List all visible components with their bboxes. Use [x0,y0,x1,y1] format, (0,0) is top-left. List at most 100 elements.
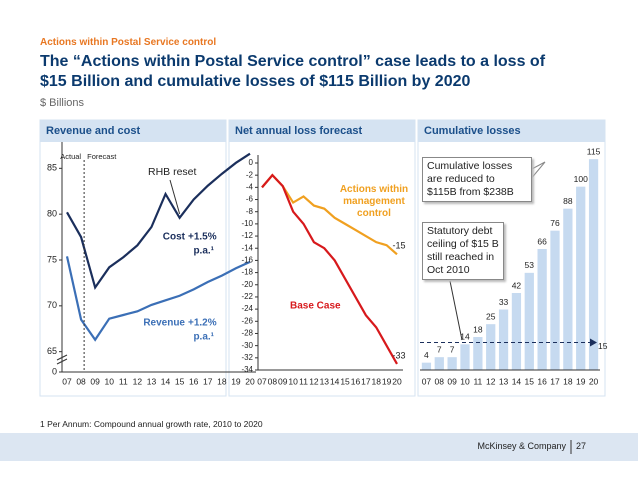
x-tick-label: 09 [278,376,288,386]
panel-header [40,120,226,142]
y-tick-label: -10 [241,219,253,228]
panel [228,119,416,397]
growth-label: p.a.¹ [193,246,214,257]
y-tick-label: 85 [47,163,57,173]
y-tick-label: -4 [246,182,254,191]
x-tick-label: 11 [119,376,128,386]
panel-title: Revenue and cost [46,125,140,137]
value-label: 18 [473,324,483,334]
x-tick-label: 07 [422,376,432,386]
y-tick-label: 0 [249,158,254,167]
title: The “Actions within Postal Service contr… [40,53,546,90]
value-label: 66 [537,236,547,246]
period-label: Actual [60,152,81,161]
value-label: 4 [424,350,429,360]
bar [447,357,457,370]
value-label: 33 [499,297,509,307]
x-tick-label: 11 [299,376,308,386]
x-tick-label: 15 [525,376,535,386]
x-tick-label: 12 [309,376,319,386]
x-tick-label: 15 [340,376,350,386]
series-label: Actions within management control [339,184,409,219]
y-tick-label: -12 [241,231,253,240]
bar [563,208,573,370]
line-series [261,173,398,365]
value-label: 25 [486,311,496,321]
line-series [65,256,251,342]
y-tick-label: -2 [246,170,254,179]
growth-label: +1.5% [188,232,217,243]
value-label: 88 [563,196,573,206]
x-tick-label: 17 [203,376,213,386]
x-tick-label: 09 [447,376,457,386]
value-label: 7 [450,344,455,354]
x-tick-label: 16 [537,376,547,386]
value-label: 42 [512,280,522,290]
y-tick-label: 0 [52,366,57,376]
x-tick-label: 07 [62,376,72,386]
y-tick-label: 65 [47,346,57,356]
x-tick-label: 16 [351,376,361,386]
panel-header [229,120,415,142]
x-tick-label: 13 [147,376,157,386]
growth-label: p.a.¹ [193,332,214,343]
footer-page: 27 [576,441,587,451]
bar [498,309,509,370]
x-tick-label: 10 [460,376,470,386]
bar [524,272,534,370]
callout-leader [449,280,463,341]
x-tick-label: 11 [473,376,482,386]
series-label: Revenue [143,318,185,329]
y-tick-label: -34 [241,365,253,374]
x-tick-label: 13 [320,376,330,386]
x-tick-label: 17 [361,376,371,386]
y-tick-label: 70 [47,300,57,310]
bar [511,293,522,370]
value-label: -15 [392,241,405,251]
x-tick-label: 14 [512,376,522,386]
x-tick-label: 08 [268,376,278,386]
panel-title: Net annual loss forecast [235,125,362,137]
x-tick-label: 15 [175,376,185,386]
y-tick-label: -32 [241,353,253,362]
x-tick-label: 07 [257,376,267,386]
panel [39,119,227,397]
value-label: -33 [392,350,405,360]
bar [588,159,599,370]
y-tick-label: -30 [241,341,253,350]
y-tick-label: -18 [241,268,253,277]
y-tick-label: -14 [241,243,253,252]
bar [434,357,444,370]
x-tick-label: 13 [499,376,509,386]
panel-header [418,120,605,142]
value-label: 115 [587,146,601,156]
series-label: Cost [163,232,186,243]
y-tick-label: -28 [241,329,253,338]
series-label: Base Case [290,301,341,312]
x-tick-label: 09 [90,376,100,386]
x-tick-label: 18 [563,376,573,386]
y-tick-label: -8 [246,207,254,216]
x-tick-label: 14 [161,376,171,386]
value-label: 100 [574,174,588,184]
callout-pointer [529,161,546,181]
x-tick-label: 18 [371,376,381,386]
value-label: 14 [460,332,470,342]
bar [550,230,560,370]
x-tick-label: 19 [382,376,392,386]
x-tick-label: 17 [550,376,560,386]
callout: Cumulative losses are reduced to $115B f… [422,157,532,202]
x-tick-label: 18 [217,376,227,386]
x-tick-label: 12 [486,376,496,386]
value-label: 53 [525,260,535,270]
reference-marker [590,338,597,347]
x-tick-label: 08 [435,376,445,386]
reference-label: 15 [598,341,608,351]
callout: Statutory debt ceiling of $15 B still re… [422,222,504,280]
x-tick-label: 12 [133,376,143,386]
bar [421,362,432,370]
y-tick-label: 80 [47,209,57,219]
growth-label: +1.2% [188,318,217,329]
x-tick-label: 08 [76,376,86,386]
